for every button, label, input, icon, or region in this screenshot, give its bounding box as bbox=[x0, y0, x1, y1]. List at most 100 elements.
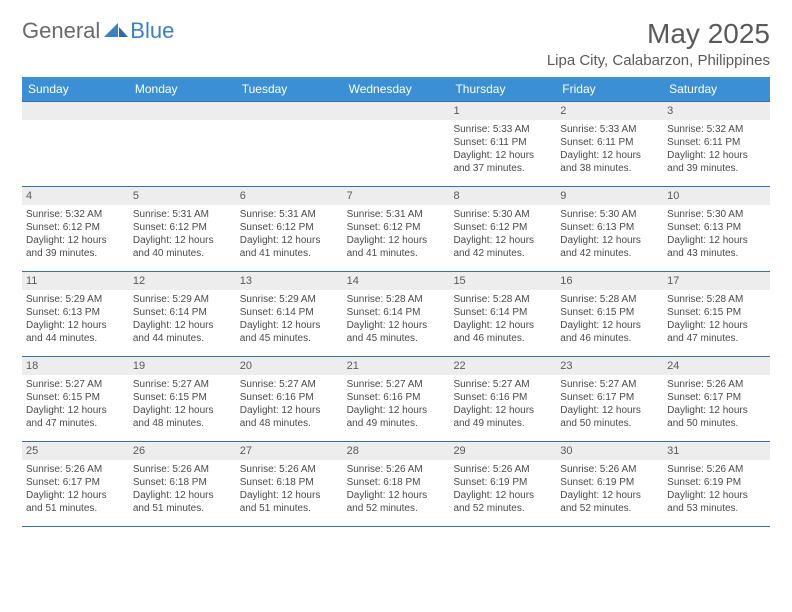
calendar-cell: 16Sunrise: 5:28 AMSunset: 6:15 PMDayligh… bbox=[556, 272, 663, 356]
calendar-cell: 15Sunrise: 5:28 AMSunset: 6:14 PMDayligh… bbox=[449, 272, 556, 356]
calendar-cell: 12Sunrise: 5:29 AMSunset: 6:14 PMDayligh… bbox=[129, 272, 236, 356]
calendar-cell: 20Sunrise: 5:27 AMSunset: 6:16 PMDayligh… bbox=[236, 357, 343, 441]
cell-line: Sunrise: 5:31 AM bbox=[240, 208, 339, 221]
day-number bbox=[236, 102, 343, 120]
cell-body: Sunrise: 5:30 AMSunset: 6:13 PMDaylight:… bbox=[663, 205, 770, 264]
cell-body: Sunrise: 5:27 AMSunset: 6:15 PMDaylight:… bbox=[22, 375, 129, 434]
cell-line: Sunrise: 5:32 AM bbox=[667, 123, 766, 136]
day-number: 21 bbox=[343, 357, 450, 375]
calendar-cell: 11Sunrise: 5:29 AMSunset: 6:13 PMDayligh… bbox=[22, 272, 129, 356]
day-number: 10 bbox=[663, 187, 770, 205]
day-number bbox=[343, 102, 450, 120]
cell-body: Sunrise: 5:30 AMSunset: 6:12 PMDaylight:… bbox=[449, 205, 556, 264]
cell-line: Sunset: 6:15 PM bbox=[133, 391, 232, 404]
cell-body: Sunrise: 5:29 AMSunset: 6:14 PMDaylight:… bbox=[236, 290, 343, 349]
cell-line: Sunset: 6:16 PM bbox=[453, 391, 552, 404]
day-number: 14 bbox=[343, 272, 450, 290]
cell-line: Daylight: 12 hours and 52 minutes. bbox=[560, 489, 659, 515]
cell-line: Daylight: 12 hours and 51 minutes. bbox=[133, 489, 232, 515]
cell-body: Sunrise: 5:29 AMSunset: 6:13 PMDaylight:… bbox=[22, 290, 129, 349]
cell-body: Sunrise: 5:26 AMSunset: 6:18 PMDaylight:… bbox=[129, 460, 236, 519]
day-number: 12 bbox=[129, 272, 236, 290]
day-number: 27 bbox=[236, 442, 343, 460]
cell-body: Sunrise: 5:26 AMSunset: 6:19 PMDaylight:… bbox=[663, 460, 770, 519]
calendar-cell: 8Sunrise: 5:30 AMSunset: 6:12 PMDaylight… bbox=[449, 187, 556, 271]
day-number: 26 bbox=[129, 442, 236, 460]
cell-line: Daylight: 12 hours and 46 minutes. bbox=[560, 319, 659, 345]
logo-text-general: General bbox=[22, 18, 100, 44]
week-row: 11Sunrise: 5:29 AMSunset: 6:13 PMDayligh… bbox=[22, 271, 770, 356]
cell-body: Sunrise: 5:31 AMSunset: 6:12 PMDaylight:… bbox=[236, 205, 343, 264]
cell-line: Sunset: 6:12 PM bbox=[133, 221, 232, 234]
cell-line: Sunrise: 5:31 AM bbox=[133, 208, 232, 221]
cell-line: Sunset: 6:13 PM bbox=[667, 221, 766, 234]
cell-body: Sunrise: 5:26 AMSunset: 6:18 PMDaylight:… bbox=[343, 460, 450, 519]
cell-body: Sunrise: 5:28 AMSunset: 6:15 PMDaylight:… bbox=[556, 290, 663, 349]
calendar: Sunday Monday Tuesday Wednesday Thursday… bbox=[22, 77, 770, 527]
dayhead-thursday: Thursday bbox=[449, 77, 556, 101]
cell-body: Sunrise: 5:33 AMSunset: 6:11 PMDaylight:… bbox=[449, 120, 556, 179]
calendar-cell bbox=[22, 102, 129, 186]
cell-line: Sunrise: 5:26 AM bbox=[667, 463, 766, 476]
cell-body: Sunrise: 5:27 AMSunset: 6:15 PMDaylight:… bbox=[129, 375, 236, 434]
day-number: 17 bbox=[663, 272, 770, 290]
cell-line: Sunrise: 5:26 AM bbox=[667, 378, 766, 391]
cell-line: Sunset: 6:17 PM bbox=[560, 391, 659, 404]
calendar-cell: 29Sunrise: 5:26 AMSunset: 6:19 PMDayligh… bbox=[449, 442, 556, 526]
week-row: 25Sunrise: 5:26 AMSunset: 6:17 PMDayligh… bbox=[22, 441, 770, 527]
cell-line: Daylight: 12 hours and 41 minutes. bbox=[347, 234, 446, 260]
calendar-cell: 14Sunrise: 5:28 AMSunset: 6:14 PMDayligh… bbox=[343, 272, 450, 356]
cell-line: Daylight: 12 hours and 47 minutes. bbox=[26, 404, 125, 430]
cell-line: Daylight: 12 hours and 48 minutes. bbox=[133, 404, 232, 430]
cell-line: Sunset: 6:12 PM bbox=[240, 221, 339, 234]
cell-line: Daylight: 12 hours and 51 minutes. bbox=[26, 489, 125, 515]
cell-body: Sunrise: 5:32 AMSunset: 6:11 PMDaylight:… bbox=[663, 120, 770, 179]
cell-line: Sunrise: 5:30 AM bbox=[453, 208, 552, 221]
cell-line: Daylight: 12 hours and 51 minutes. bbox=[240, 489, 339, 515]
cell-line: Sunrise: 5:29 AM bbox=[240, 293, 339, 306]
cell-line: Sunset: 6:14 PM bbox=[347, 306, 446, 319]
cell-line: Sunrise: 5:31 AM bbox=[347, 208, 446, 221]
calendar-cell: 4Sunrise: 5:32 AMSunset: 6:12 PMDaylight… bbox=[22, 187, 129, 271]
cell-line: Daylight: 12 hours and 45 minutes. bbox=[347, 319, 446, 345]
day-number: 15 bbox=[449, 272, 556, 290]
cell-line: Sunset: 6:14 PM bbox=[453, 306, 552, 319]
dayhead-monday: Monday bbox=[129, 77, 236, 101]
cell-line: Sunset: 6:14 PM bbox=[133, 306, 232, 319]
calendar-cell: 3Sunrise: 5:32 AMSunset: 6:11 PMDaylight… bbox=[663, 102, 770, 186]
week-row: 18Sunrise: 5:27 AMSunset: 6:15 PMDayligh… bbox=[22, 356, 770, 441]
cell-line: Sunset: 6:16 PM bbox=[347, 391, 446, 404]
cell-line: Daylight: 12 hours and 53 minutes. bbox=[667, 489, 766, 515]
calendar-cell: 21Sunrise: 5:27 AMSunset: 6:16 PMDayligh… bbox=[343, 357, 450, 441]
cell-line: Daylight: 12 hours and 42 minutes. bbox=[453, 234, 552, 260]
day-number: 23 bbox=[556, 357, 663, 375]
day-number: 3 bbox=[663, 102, 770, 120]
calendar-cell: 24Sunrise: 5:26 AMSunset: 6:17 PMDayligh… bbox=[663, 357, 770, 441]
day-number: 1 bbox=[449, 102, 556, 120]
calendar-cell: 31Sunrise: 5:26 AMSunset: 6:19 PMDayligh… bbox=[663, 442, 770, 526]
cell-line: Sunset: 6:18 PM bbox=[240, 476, 339, 489]
cell-line: Daylight: 12 hours and 37 minutes. bbox=[453, 149, 552, 175]
cell-line: Sunset: 6:15 PM bbox=[26, 391, 125, 404]
cell-line: Sunrise: 5:26 AM bbox=[133, 463, 232, 476]
day-header-row: Sunday Monday Tuesday Wednesday Thursday… bbox=[22, 77, 770, 101]
cell-line: Daylight: 12 hours and 38 minutes. bbox=[560, 149, 659, 175]
calendar-cell: 28Sunrise: 5:26 AMSunset: 6:18 PMDayligh… bbox=[343, 442, 450, 526]
cell-line: Daylight: 12 hours and 43 minutes. bbox=[667, 234, 766, 260]
cell-line: Sunrise: 5:26 AM bbox=[453, 463, 552, 476]
calendar-cell: 27Sunrise: 5:26 AMSunset: 6:18 PMDayligh… bbox=[236, 442, 343, 526]
cell-line: Sunset: 6:13 PM bbox=[26, 306, 125, 319]
cell-line: Sunset: 6:12 PM bbox=[347, 221, 446, 234]
cell-line: Sunset: 6:19 PM bbox=[453, 476, 552, 489]
cell-body: Sunrise: 5:26 AMSunset: 6:19 PMDaylight:… bbox=[556, 460, 663, 519]
cell-body: Sunrise: 5:27 AMSunset: 6:16 PMDaylight:… bbox=[236, 375, 343, 434]
day-number: 6 bbox=[236, 187, 343, 205]
calendar-cell: 1Sunrise: 5:33 AMSunset: 6:11 PMDaylight… bbox=[449, 102, 556, 186]
cell-line: Sunrise: 5:27 AM bbox=[240, 378, 339, 391]
weeks-container: 1Sunrise: 5:33 AMSunset: 6:11 PMDaylight… bbox=[22, 101, 770, 527]
cell-line: Daylight: 12 hours and 52 minutes. bbox=[453, 489, 552, 515]
day-number bbox=[22, 102, 129, 120]
calendar-cell: 25Sunrise: 5:26 AMSunset: 6:17 PMDayligh… bbox=[22, 442, 129, 526]
cell-line: Sunrise: 5:32 AM bbox=[26, 208, 125, 221]
calendar-cell bbox=[236, 102, 343, 186]
